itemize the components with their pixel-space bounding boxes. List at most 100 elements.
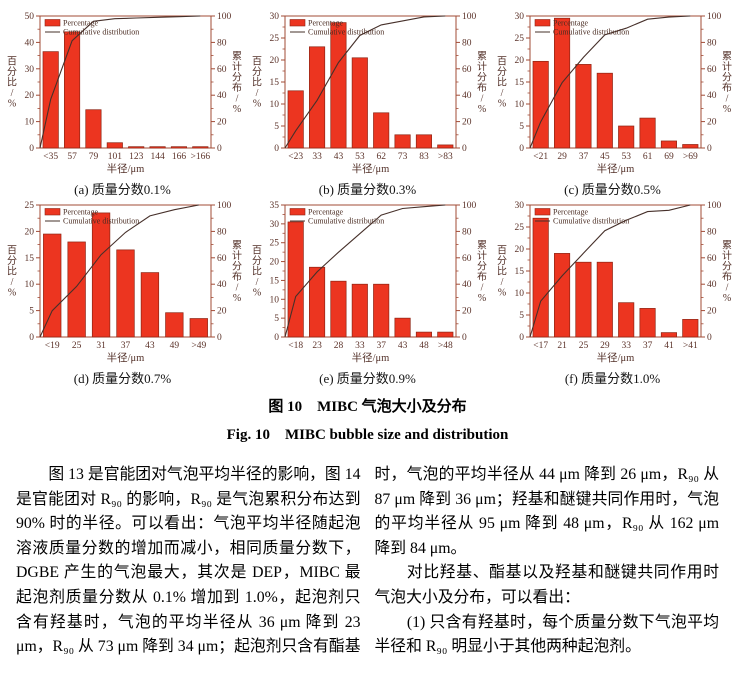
chart-a: 0 10 20 30 40 50 0 20 40 60 80 100 <35 57 79 101 123 144 1… <box>0 8 245 197</box>
figure-caption-zh: 图 10 MIBC 气泡大小及分布 <box>268 399 467 415</box>
x-tick-label: 37 <box>376 341 386 351</box>
bar-62 <box>373 112 390 149</box>
article-body: 图 13 是官能团对气泡平均半径的影响，图 14 是官能团对 R₉₀ 的影响，R₉… <box>0 463 735 660</box>
y-tick-label: 30 <box>515 201 525 211</box>
text-line: (1) 只含有羟基时，每个质量分数下气泡平均 <box>406 613 719 631</box>
y-tick-label: 5 <box>274 122 279 132</box>
y-tick-label: 0 <box>519 333 524 343</box>
text-line: 的平均半径从 95 μm 降到 48 μm，R₉₀ 从 162 μm <box>374 515 720 533</box>
legend-bar-label: Percentage <box>553 208 589 217</box>
chart-subcaption-f: (f) 质量分数1.0% <box>564 371 661 386</box>
cumulative-distribution-curve <box>529 204 691 338</box>
legend-bar-swatch <box>534 19 551 27</box>
y2-tick-label: 20 <box>217 118 227 128</box>
x-tick-label: 123 <box>129 152 144 162</box>
x-tick-label: <23 <box>288 152 303 162</box>
y-axis-label: 比 <box>497 77 507 89</box>
y2-axis-label: 分 <box>722 260 732 272</box>
x-tick-label: >83 <box>438 152 453 162</box>
y2-axis-label: % <box>723 104 731 115</box>
y2-axis-label: 分 <box>232 260 242 272</box>
legend-bar-label: Percentage <box>63 208 99 217</box>
y2-axis-label: 分 <box>722 71 732 83</box>
y-axis-label: / <box>501 277 504 288</box>
x-tick-label: 57 <box>67 152 77 162</box>
bars <box>532 217 699 338</box>
x-tick-label: 33 <box>312 152 322 162</box>
chart-svg-f: 0 5 10 15 20 25 30 0 20 40 60 80 100 <17 21 25 29 33 37 41 >… <box>497 201 732 364</box>
bars <box>43 212 208 338</box>
y2-tick-label: 20 <box>217 307 227 317</box>
y2-tick-label: 20 <box>707 307 717 317</box>
y2-axis-label: 布 <box>477 82 487 94</box>
y-tick-label: 15 <box>270 78 280 88</box>
legend-line-label: Cumulative distribution <box>63 217 139 226</box>
y2-tick-label: 40 <box>462 280 472 290</box>
x-tick-label: 144 <box>150 152 165 162</box>
y-axis-label: 比 <box>7 77 17 89</box>
y-axis-label: % <box>498 288 506 299</box>
y-axis-label: 比 <box>252 77 262 89</box>
bar-69 <box>660 140 677 149</box>
x-tick-label: <21 <box>533 152 548 162</box>
text-line: 含有羟基时，气泡的平均半径从 36 μm 降到 23 <box>16 613 361 631</box>
legend-bar-label: Percentage <box>63 19 99 28</box>
y-tick-label: 30 <box>270 12 280 22</box>
chart-b: 0 5 10 15 20 25 30 0 20 40 60 80 100 <23 33 43 53 62 73 83 >… <box>245 8 490 197</box>
y-tick-label: 10 <box>270 295 280 305</box>
bar->48 <box>437 331 454 338</box>
bars <box>287 22 454 149</box>
y2-tick-label: 60 <box>462 254 472 264</box>
bar-79 <box>85 109 102 149</box>
y-tick-label: 0 <box>519 144 524 154</box>
y-tick-label: 25 <box>270 239 280 249</box>
axes: 0 5 10 15 20 25 30 0 20 40 60 80 100 <box>515 12 722 154</box>
x-tick-label: 73 <box>398 152 408 162</box>
text-line: 溶液质量分数的增加而减小，相同质量分数下， <box>16 539 361 557</box>
y-axis-label: 百 <box>497 56 507 68</box>
bar-28 <box>330 280 347 338</box>
text-column-left: 图 13 是官能团对气泡平均半径的影响，图 14 是官能团对 R₉₀ 的影响，R₉… <box>16 463 361 660</box>
bar-53 <box>618 125 635 149</box>
legend-line-label: Cumulative distribution <box>553 217 629 226</box>
y-tick-label: 30 <box>515 12 525 22</box>
bar-<19 <box>43 233 62 338</box>
bar-144 <box>149 146 166 149</box>
axes: 0 5 10 15 20 25 0 20 40 60 80 100 <box>25 201 232 343</box>
y2-axis-label: 累 <box>722 50 732 62</box>
y2-tick-label: 20 <box>462 118 472 128</box>
chart-c: 0 5 10 15 20 25 30 0 20 40 60 80 100 <21 29 37 45 53 61 69 >… <box>490 8 735 197</box>
x-tick-label: 25 <box>72 341 82 351</box>
y-axis-label: % <box>498 99 506 110</box>
y-axis-label: 分 <box>497 255 507 267</box>
y2-tick-label: 0 <box>217 333 222 343</box>
y-tick-label: 0 <box>29 333 34 343</box>
y2-tick-label: 100 <box>462 12 477 22</box>
text-line: 起泡剂质量分数从 0.1% 增加到 1.0%，起泡剂只 <box>16 588 361 606</box>
x-tick-label: 28 <box>334 341 344 351</box>
bar-101 <box>106 142 123 149</box>
bar-23 <box>309 266 326 338</box>
y2-axis-label: 计 <box>722 249 732 262</box>
chart-svg-a: 0 10 20 30 40 50 0 20 40 60 80 100 <35 57 79 101 123 144 1… <box>7 12 242 175</box>
chart-svg-c: 0 5 10 15 20 25 30 0 20 40 60 80 100 <21 29 37 45 53 61 69 >… <box>497 12 732 175</box>
cumulative-distribution-curve <box>39 204 199 338</box>
y2-tick-label: 40 <box>217 280 227 290</box>
y-tick-label: 10 <box>25 280 35 290</box>
x-axis-label: 半径/μm <box>597 351 635 364</box>
y-axis-label: / <box>256 88 259 99</box>
text-line: 是官能团对 R₉₀ 的影响，R₉₀ 是气泡累积分布达到 <box>16 490 361 508</box>
bars <box>287 221 454 338</box>
x-tick-label: >166 <box>191 152 211 162</box>
y-tick-label: 20 <box>270 258 280 268</box>
y2-axis-label: 布 <box>232 82 242 94</box>
y2-tick-label: 0 <box>707 333 712 343</box>
cumulative-distribution-curve <box>529 15 691 149</box>
legend-bar-label: Percentage <box>308 208 344 217</box>
legend-bar-swatch <box>44 208 61 216</box>
y2-tick-label: 0 <box>462 144 467 154</box>
y-tick-label: 5 <box>274 314 279 324</box>
x-tick-label: 33 <box>621 341 631 351</box>
x-tick-label: <17 <box>533 341 548 351</box>
